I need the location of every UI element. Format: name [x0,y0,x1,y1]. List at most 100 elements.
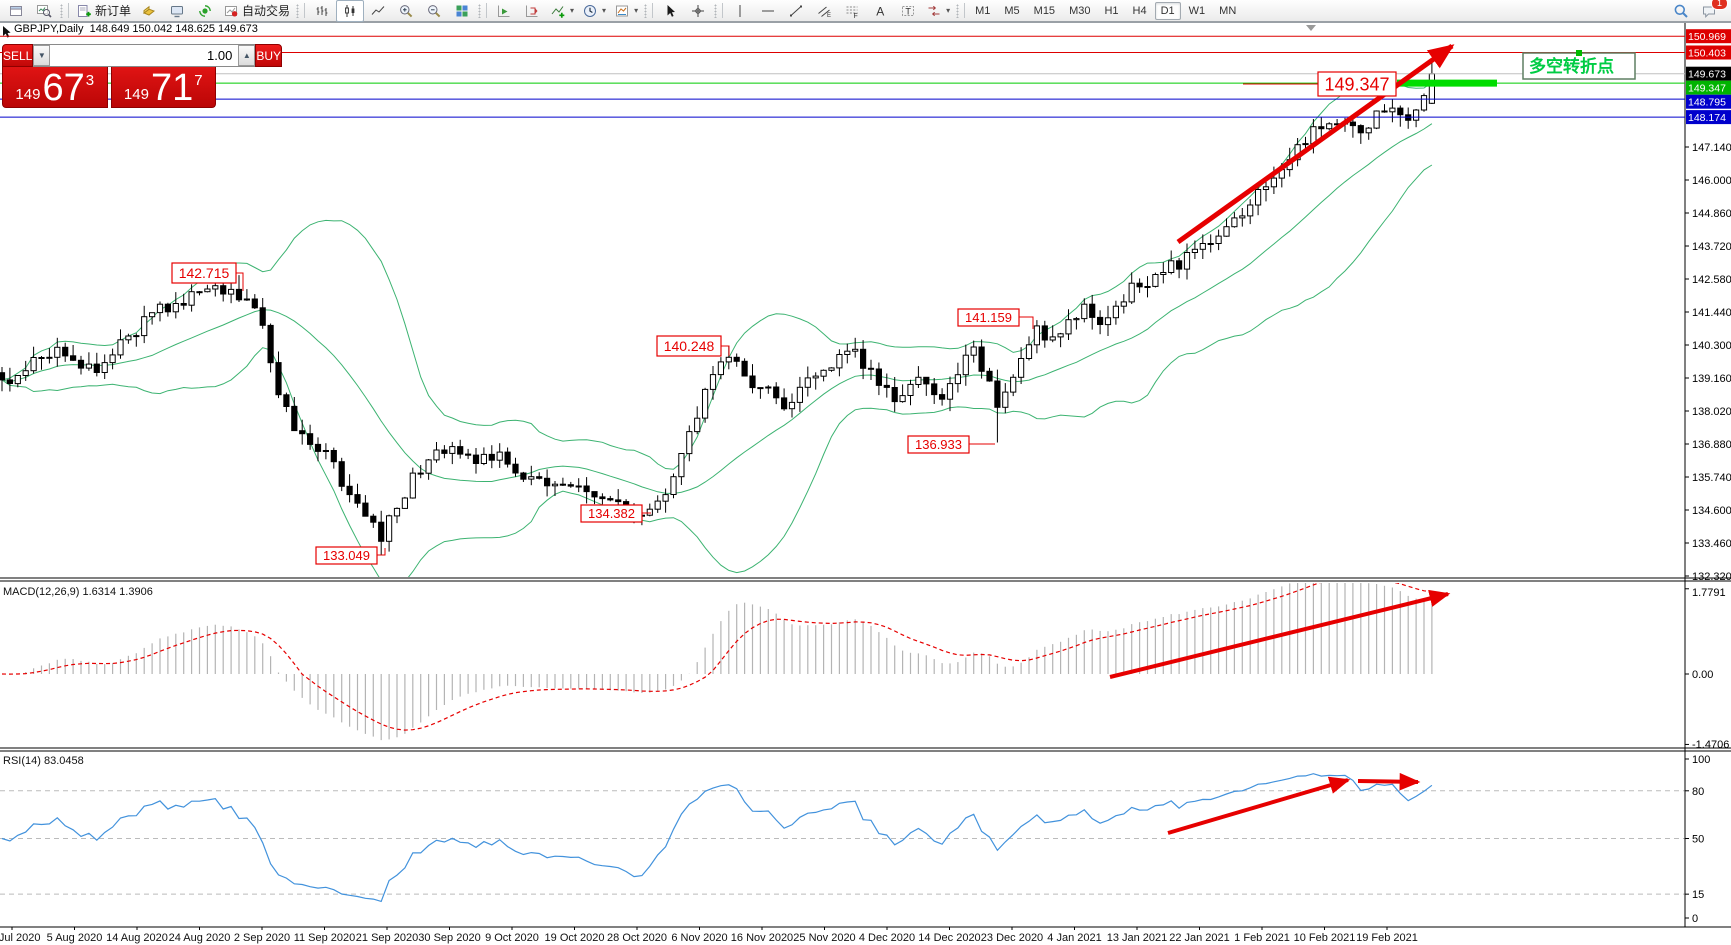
timeframe-button-D1[interactable]: D1 [1154,1,1181,20]
candlestick-mode-button[interactable] [336,0,365,22]
price-axis-badge: 150.969 [1686,29,1731,44]
bar-chart-mode-button[interactable] [308,0,336,22]
trend-arrow-object[interactable] [1167,776,1351,835]
object-handle[interactable] [1576,50,1582,56]
volume-input[interactable] [50,45,239,66]
fibonacci-tool-button[interactable]: F [838,0,866,22]
time-axis-label: 22 Jan 2021 [1169,932,1230,944]
price-annotation[interactable]: 142.715 [171,262,244,291]
macd-signal-line [1,583,1432,731]
yellow-box-icon [143,5,156,16]
zoom-out-button[interactable] [420,0,448,22]
chart-shift-button[interactable] [518,0,546,22]
volume-decrease-button[interactable]: ▼ [33,45,51,66]
cursor-tool-button[interactable] [656,0,684,22]
new-order-button[interactable]: 新订单 [72,0,135,22]
time-axis-label: 30 Sep 2020 [418,932,480,944]
price-annotation[interactable]: 134.382 [580,504,651,523]
crosshair-tool-button[interactable] [684,0,712,22]
buy-price-big: 71 [150,67,194,109]
price-annotation[interactable]: 141.159 [957,308,1034,329]
chart-magnifier-icon [37,4,52,18]
sell-price-prefix: 149 [15,86,41,103]
chart-profiles-button[interactable] [30,0,58,22]
horizontal-line-tool-button[interactable] [754,0,782,22]
svg-text:141.159: 141.159 [965,310,1012,325]
search-icon [1674,4,1688,18]
timeframe-button-M15[interactable]: M15 [1033,4,1056,17]
timeframe-button-H1[interactable]: H1 [1104,4,1119,17]
mouse-cursor [3,26,11,38]
sell-price-sup: 3 [85,72,95,89]
timeframe-button-W1[interactable]: W1 [1188,4,1206,17]
price-annotation[interactable]: 149.347 [1243,71,1397,97]
tile-windows-button[interactable] [448,0,476,22]
buy-price[interactable]: 149 71 7 [110,67,216,109]
price-tick-label: 136.880 [1692,439,1731,451]
market-watch-button[interactable] [135,0,163,22]
templates-button[interactable]: ▾ [610,0,642,22]
svg-text:148.795: 148.795 [1688,97,1726,109]
price-annotation[interactable]: 133.049 [315,546,386,565]
timeframe-button-M1[interactable]: M1 [975,4,991,17]
dropdown-caret: ▾ [634,6,639,15]
signals-button[interactable] [191,0,219,22]
svg-text:T: T [905,6,911,16]
vertical-line-tool-button[interactable] [726,0,754,22]
new-chart-button[interactable] [2,0,30,22]
trend-arrow-object[interactable] [1357,772,1421,791]
svg-text:140.248: 140.248 [664,338,715,354]
dropdown-caret: ▾ [946,6,951,15]
trend-arrow-object[interactable] [1109,589,1451,679]
autotrading-button[interactable]: 自动交易 [219,0,294,22]
auto-scroll-button[interactable] [490,0,518,22]
label-tool-button[interactable]: T [894,0,922,22]
trend-arrow-object[interactable] [1176,43,1455,245]
price-tick-label: 140.300 [1692,340,1731,352]
indicators-button[interactable]: ▾ [546,0,578,22]
time-axis-label: 2 Sep 2020 [234,932,290,944]
price-axis-badge: 148.174 [1686,110,1731,125]
time-axis-label: 19 Oct 2020 [545,932,605,944]
price-tick-label: 142.580 [1692,274,1731,286]
data-window-button[interactable] [163,0,191,22]
vertical-line-icon [739,4,741,17]
indicators-icon [551,5,565,18]
note-text-object[interactable]: 多空转折点 [1522,50,1636,80]
rsi-axis-label: 50 [1692,834,1704,846]
price-tick-label: 133.460 [1692,538,1731,550]
timeframe-button-H4[interactable]: H4 [1132,4,1147,17]
time-axis-label: 28 Oct 2020 [607,932,667,944]
trendline-tool-button[interactable] [782,0,810,22]
periods-button[interactable]: ▾ [578,0,610,22]
price-annotation[interactable]: 140.248 [656,335,730,357]
time-axis-label: 1 Feb 2021 [1234,932,1290,944]
sell-button[interactable]: SELL [2,44,34,67]
zoom-out-icon [428,4,441,17]
timeframe-button-M30[interactable]: M30 [1069,4,1091,17]
channel-tool-button[interactable]: E [810,0,838,22]
timeframe-button-MN[interactable]: MN [1219,4,1237,17]
search-button[interactable] [1667,0,1695,22]
chart-shift-marker[interactable] [1306,25,1316,31]
time-axis-label: 14 Aug 2020 [106,932,168,944]
timeframe-button-M5[interactable]: M5 [1004,4,1020,17]
text-tool-button[interactable]: A [866,0,894,22]
price-annotation[interactable]: 136.933 [907,435,995,454]
time-axis-label: 14 Dec 2020 [918,932,980,944]
zoom-in-button[interactable] [392,0,420,22]
rsi-axis-label: 15 [1692,889,1704,901]
shapes-tool-button[interactable]: ▾ [922,0,954,22]
svg-text:多空转折点: 多空转折点 [1529,56,1614,76]
text-a-icon: A [876,4,884,18]
bar-chart-icon [316,5,328,16]
time-axis-label: 27 Jul 2020 [0,932,40,944]
sell-price[interactable]: 149 67 3 [2,67,108,108]
line-chart-icon [371,5,385,15]
line-chart-mode-button[interactable] [364,0,392,22]
buy-button[interactable]: BUY [255,44,283,67]
volume-increase-button[interactable]: ▲ [238,45,256,66]
notifications-button[interactable]: 1 [1695,0,1728,22]
